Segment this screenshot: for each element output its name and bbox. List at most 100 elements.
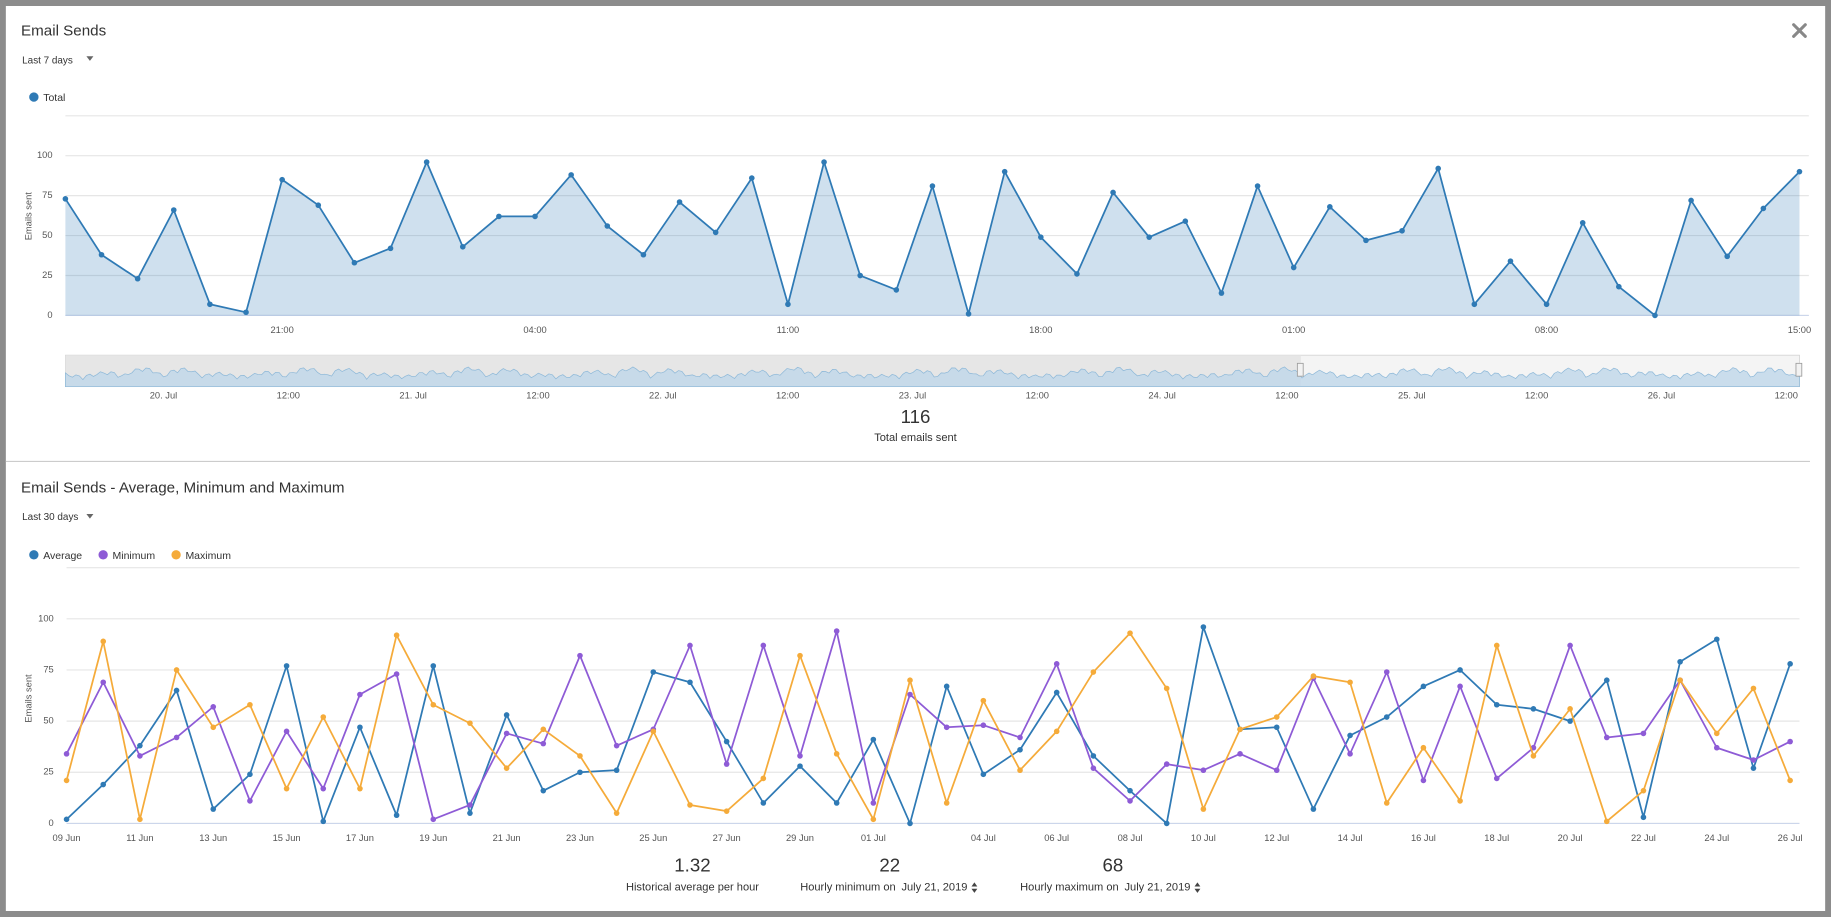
point: [1616, 283, 1622, 290]
point: [137, 753, 143, 759]
legend-label[interactable]: Maximum: [185, 550, 231, 562]
point: [785, 301, 791, 308]
x-tick-label: 25 Jun: [639, 833, 667, 843]
navigator-label: 12:00: [1775, 390, 1798, 400]
point: [1543, 301, 1550, 308]
x-tick-label: 15:00: [1788, 325, 1811, 335]
point: [98, 251, 105, 258]
point: [283, 785, 290, 792]
point: [1640, 730, 1647, 737]
navigator-label: 12:00: [526, 390, 549, 400]
navigator-label: 21. Jul: [399, 390, 426, 400]
point: [387, 245, 394, 252]
point: [604, 223, 611, 229]
point: [1420, 777, 1427, 784]
point: [1163, 761, 1170, 767]
x-tick-label: 26 Jul: [1778, 833, 1803, 843]
legend-marker[interactable]: [29, 550, 39, 560]
y-tick-label: 0: [47, 310, 52, 320]
legend-marker[interactable]: [98, 550, 108, 560]
point: [1053, 728, 1060, 735]
point: [980, 722, 987, 729]
point: [1053, 661, 1060, 667]
point: [1383, 714, 1390, 720]
date-arrows: [971, 882, 978, 887]
point: [134, 275, 141, 282]
close-button[interactable]: [1792, 23, 1807, 38]
x-tick-label: 04:00: [523, 325, 546, 335]
point: [613, 810, 620, 816]
point: [320, 785, 327, 792]
point: [1713, 730, 1720, 737]
point: [243, 309, 249, 316]
x-tick-label: 18:00: [1029, 325, 1052, 335]
point: [870, 816, 877, 823]
navigator-label: 12:00: [277, 390, 300, 400]
point: [907, 820, 913, 827]
x-tick-label: 19 Jun: [419, 833, 447, 843]
x-tick-label: 24 Jul: [1704, 833, 1729, 843]
x-tick-label: 01 Jul: [861, 833, 886, 843]
point: [1127, 787, 1133, 794]
point: [1750, 765, 1757, 771]
point: [1200, 806, 1207, 812]
point: [943, 683, 950, 690]
point: [540, 787, 547, 794]
point: [1493, 775, 1500, 782]
range-select[interactable]: Last 7 days: [22, 56, 73, 67]
point: [797, 763, 803, 769]
point: [1493, 642, 1500, 649]
summary-label: Hourly maximum on: [1020, 882, 1119, 894]
point: [1457, 683, 1463, 690]
point: [907, 691, 913, 698]
summary-label: Historical average per hour: [626, 882, 759, 894]
point: [723, 738, 730, 745]
point: [1677, 658, 1683, 665]
point: [1290, 264, 1297, 271]
point: [1724, 253, 1731, 260]
point: [723, 808, 730, 814]
point: [283, 728, 290, 735]
point: [687, 679, 693, 686]
point: [62, 196, 69, 202]
navigator-handle[interactable]: [1296, 362, 1304, 377]
navigator-handle[interactable]: [1795, 362, 1803, 377]
point: [540, 740, 547, 747]
point: [503, 712, 510, 718]
legend-label[interactable]: Minimum: [112, 550, 155, 562]
line: [65, 632, 1791, 823]
x-tick-label: 08:00: [1535, 325, 1558, 335]
point: [540, 726, 547, 733]
point: [1603, 677, 1610, 684]
legend-marker[interactable]: [29, 92, 39, 102]
legend-label[interactable]: Average: [43, 550, 82, 562]
point: [1310, 806, 1317, 812]
point: [137, 742, 143, 749]
point: [459, 243, 466, 250]
legend-marker[interactable]: [171, 550, 181, 560]
point: [423, 159, 430, 165]
navigator-label: 23. Jul: [899, 390, 926, 400]
x-tick-label: 21 Jun: [493, 833, 521, 843]
dropdown-arrow[interactable]: [86, 513, 94, 519]
date-select[interactable]: July 21, 2019: [1125, 882, 1191, 894]
point: [1796, 168, 1803, 175]
line: [65, 630, 1791, 821]
range-select[interactable]: Last 30 days: [22, 512, 78, 523]
navigator-label: 25. Jul: [1398, 390, 1425, 400]
y-tick-label: 75: [42, 190, 52, 200]
date-arrows: [971, 888, 978, 893]
point: [650, 728, 657, 735]
point: [640, 251, 647, 258]
dropdown-arrow[interactable]: [86, 56, 94, 61]
point: [1579, 219, 1586, 226]
point: [965, 311, 972, 317]
legend-label[interactable]: Total: [43, 92, 65, 104]
y-tick-label: 75: [43, 664, 53, 674]
point: [1383, 800, 1390, 806]
point: [1530, 753, 1537, 759]
point: [1603, 734, 1610, 741]
navigator-label: 22. Jul: [649, 390, 676, 400]
date-select[interactable]: July 21, 2019: [901, 882, 967, 894]
